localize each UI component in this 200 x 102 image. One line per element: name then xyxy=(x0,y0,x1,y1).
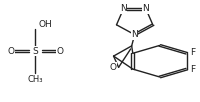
Text: N: N xyxy=(131,30,137,39)
Text: OH: OH xyxy=(38,20,52,29)
Text: O: O xyxy=(7,47,14,55)
Text: O: O xyxy=(109,63,116,72)
Text: O: O xyxy=(57,47,63,55)
Text: CH₃: CH₃ xyxy=(27,75,43,84)
Text: F: F xyxy=(189,65,194,74)
Text: N: N xyxy=(119,4,126,13)
Text: F: F xyxy=(189,48,194,57)
Text: S: S xyxy=(32,47,38,55)
Text: N: N xyxy=(142,4,149,13)
